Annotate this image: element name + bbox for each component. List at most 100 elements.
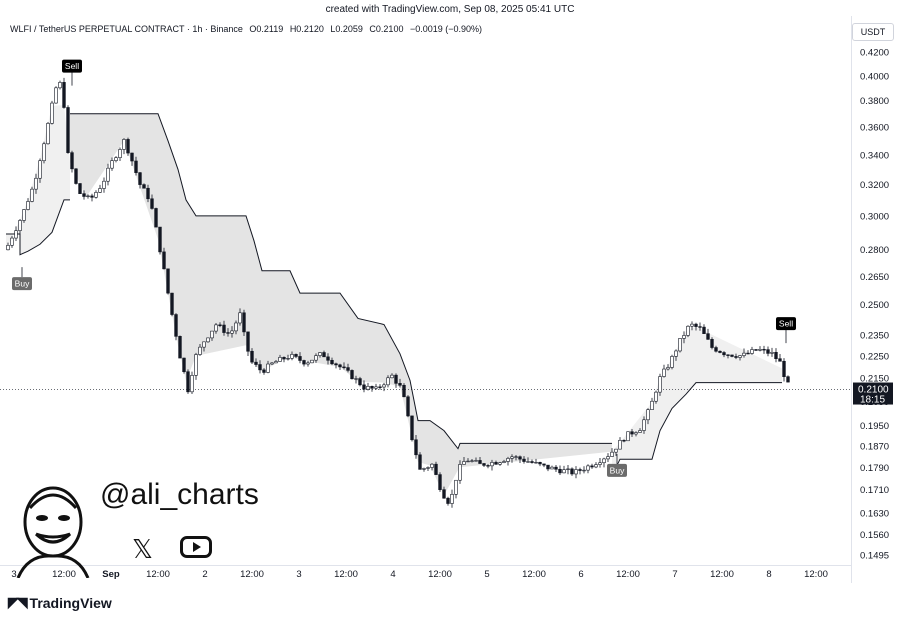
- price-axis[interactable]: 0.4200 0.4000 0.3800 0.3600 0.3400 0.3200 0.30…: [860, 48, 889, 562]
- signal-label: Buy: [610, 465, 625, 475]
- x-icon[interactable]: 𝕏: [132, 534, 153, 564]
- candle-body: [334, 363, 338, 366]
- candle-body: [542, 463, 546, 466]
- signal-label-box: [12, 277, 32, 291]
- candle-body: [622, 439, 626, 442]
- tradingview-icon: ◤◥: [8, 594, 27, 610]
- candle-body: [150, 198, 154, 209]
- candle-body: [758, 348, 762, 351]
- candle-body: [138, 172, 142, 185]
- candle-body: [110, 160, 114, 169]
- price-tick-label: 0.2650: [860, 272, 889, 283]
- candle-body: [562, 469, 566, 474]
- trend-band-fill: [612, 326, 782, 476]
- candle-body: [730, 354, 734, 357]
- candle-body: [614, 448, 618, 453]
- candle-body: [370, 385, 374, 389]
- candle-body: [210, 330, 214, 339]
- price-tick-label: 0.4000: [860, 71, 889, 82]
- candle-body: [290, 354, 294, 359]
- candle-body: [506, 458, 510, 462]
- candle-body: [50, 102, 54, 124]
- candle-body: [350, 370, 354, 380]
- candle-body: [530, 461, 534, 463]
- tradingview-wordmark: TradingView: [29, 594, 112, 611]
- tradingview-logo[interactable]: ◤◥ TradingView: [8, 594, 112, 611]
- time-tick-label: 3: [11, 569, 16, 580]
- currency-label[interactable]: USDT: [852, 23, 894, 41]
- candle-body: [446, 497, 450, 504]
- trend-band-fill: [70, 113, 612, 496]
- candle-body: [610, 451, 614, 457]
- legend-close: C0.2100: [369, 24, 404, 34]
- candle-body: [786, 376, 790, 383]
- candle-body: [774, 352, 778, 360]
- candle-body: [366, 385, 370, 390]
- candle-body: [318, 352, 322, 356]
- candle-body: [330, 359, 334, 365]
- candle-body: [426, 467, 430, 469]
- last-price-value: 0.2100: [858, 385, 889, 396]
- candle-body: [378, 386, 382, 388]
- legend-low: L0.2059: [330, 24, 363, 34]
- candle-body: [522, 458, 526, 462]
- time-tick-label: 12:00: [522, 569, 546, 580]
- candle-body: [606, 456, 610, 460]
- candle-body: [462, 461, 466, 465]
- candle-body: [742, 352, 746, 356]
- candle-body: [634, 432, 638, 435]
- time-tick-label: 7: [672, 569, 677, 580]
- candle-body: [514, 456, 518, 458]
- candle-body: [638, 430, 642, 433]
- candle-body: [34, 177, 38, 190]
- candle-body: [282, 357, 286, 360]
- time-tick-label: 3: [296, 569, 301, 580]
- candle-body: [458, 464, 462, 481]
- candle-body: [286, 358, 290, 360]
- time-tick-label: 2: [202, 569, 207, 580]
- candle-body: [682, 335, 686, 339]
- candle-body: [710, 339, 714, 348]
- candle-body: [738, 355, 742, 358]
- youtube-icon[interactable]: [180, 536, 212, 558]
- candle-body: [434, 463, 438, 475]
- time-tick-label: Sep: [102, 569, 120, 580]
- candle-body: [630, 431, 634, 435]
- author-watermark: @ali_charts 𝕏: [8, 478, 259, 578]
- candle-body: [586, 465, 590, 471]
- price-tick-label: 0.4200: [860, 48, 889, 59]
- candle-body: [494, 462, 498, 465]
- price-tick-label: 0.1790: [860, 463, 889, 474]
- time-axis-divider: [0, 565, 851, 566]
- candle-body: [266, 363, 270, 373]
- chart-legend: WLFI / TetherUS PERPETUAL CONTRACT · 1h …: [10, 24, 486, 34]
- candle-body: [102, 180, 106, 189]
- last-price-badge: 0.2100 18:15: [853, 382, 893, 406]
- candle-body: [554, 466, 558, 470]
- candle-body: [558, 468, 562, 474]
- legend-high: H0.2120: [289, 24, 324, 34]
- candle-body: [594, 464, 598, 468]
- candle-body: [538, 461, 542, 465]
- time-tick-label: 12:00: [710, 569, 734, 580]
- candle-body: [754, 349, 758, 351]
- candle-body: [158, 226, 162, 253]
- price-tick-label: 0.2150: [860, 374, 889, 385]
- candle-body: [550, 466, 554, 470]
- candle-body: [374, 386, 378, 389]
- legend-symbol[interactable]: WLFI / TetherUS PERPETUAL CONTRACT · 1h …: [10, 24, 243, 34]
- candle-body: [22, 209, 26, 221]
- time-axis[interactable]: 3 12:00 Sep 12:00 2 12:00 3 12:00 4 12:00 5 12:00 6 1…: [11, 569, 828, 580]
- candle-body: [206, 337, 210, 343]
- candle-body: [26, 201, 30, 210]
- candle-body: [226, 332, 230, 334]
- candle-body: [502, 461, 506, 463]
- time-tick-label: 4: [390, 569, 395, 580]
- author-handle: @ali_charts: [100, 478, 259, 511]
- price-tick-label: 0.1870: [860, 442, 889, 453]
- candle-body: [270, 362, 274, 365]
- candle-body: [498, 462, 502, 465]
- trend-band-line: [70, 113, 612, 450]
- candle-body: [214, 324, 218, 332]
